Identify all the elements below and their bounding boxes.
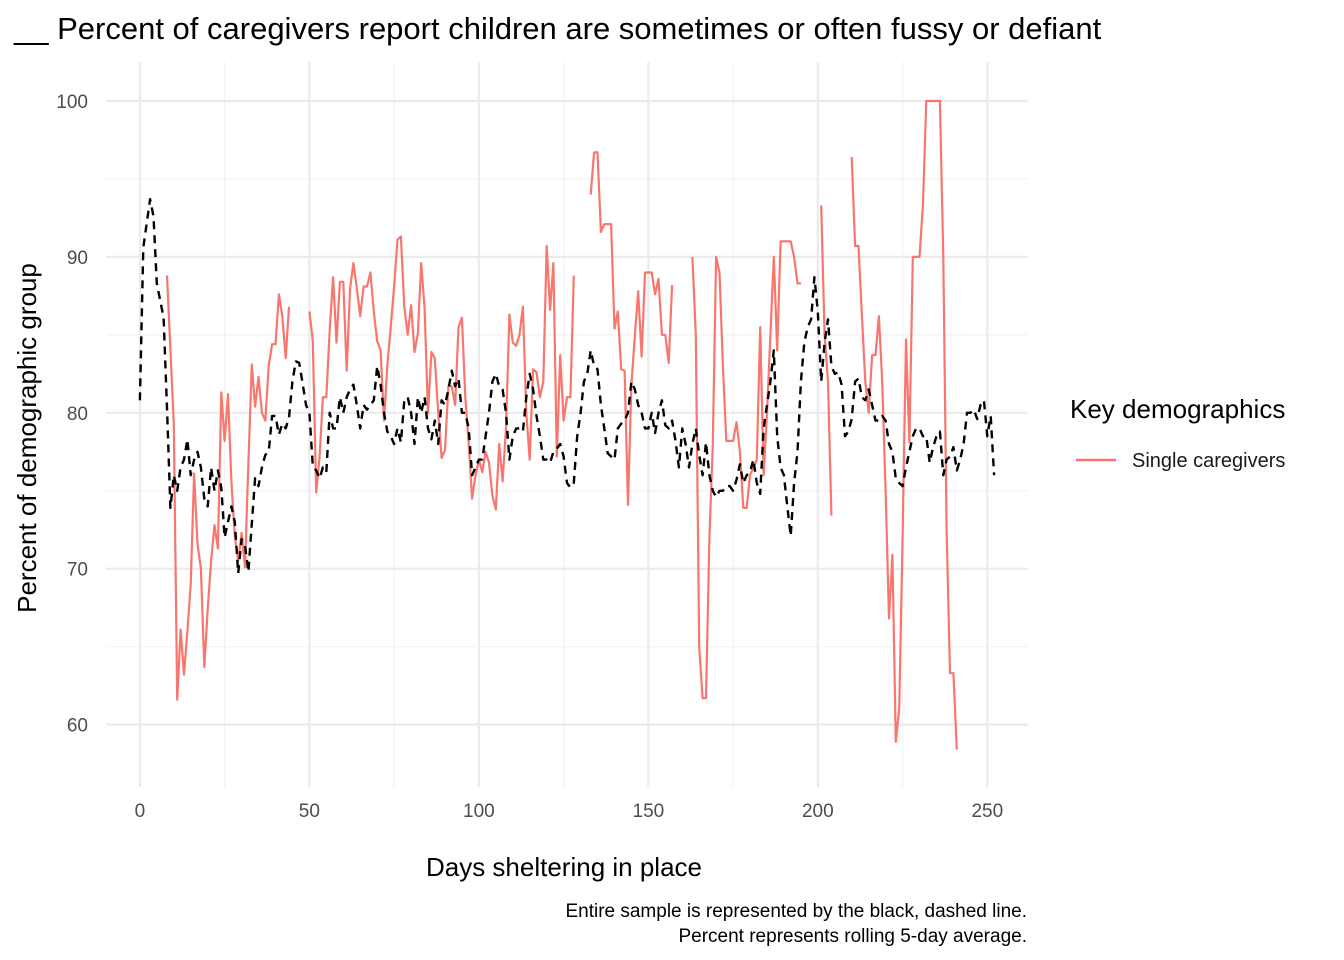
series-entire-sample bbox=[138, 198, 996, 575]
legend-label-single-caregivers: Single caregivers bbox=[1132, 450, 1285, 472]
series-line-segment bbox=[138, 198, 996, 575]
y-axis-title: Percent of demographic group bbox=[12, 263, 42, 613]
y-axis: 60 70 80 90 100 bbox=[56, 92, 88, 737]
series-line-segment bbox=[308, 235, 575, 511]
x-tick-label: 0 bbox=[135, 801, 146, 822]
y-tick-label: 90 bbox=[67, 248, 88, 269]
caption-line-1: Entire sample is represented by the blac… bbox=[565, 901, 1027, 922]
legend-title: Key demographics bbox=[1070, 394, 1285, 424]
x-tick-label: 200 bbox=[802, 801, 834, 822]
y-tick-label: 70 bbox=[67, 560, 88, 581]
caption: Entire sample is represented by the blac… bbox=[565, 901, 1027, 947]
plot-series bbox=[138, 99, 996, 750]
x-tick-label: 250 bbox=[971, 801, 1003, 822]
chart-title: __ Percent of caregivers report children… bbox=[13, 11, 1102, 46]
series-line-segment bbox=[589, 151, 674, 506]
y-tick-label: 60 bbox=[67, 716, 88, 737]
y-tick-label: 80 bbox=[67, 404, 88, 425]
x-axis: 0 50 100 150 200 250 bbox=[135, 801, 1004, 822]
x-tick-label: 100 bbox=[463, 801, 495, 822]
x-axis-title: Days sheltering in place bbox=[426, 852, 702, 882]
caption-line-2: Percent represents rolling 5-day average… bbox=[678, 926, 1027, 947]
legend: Key demographics Single caregivers bbox=[1070, 394, 1285, 472]
series-single-caregivers bbox=[165, 99, 958, 750]
series-line-segment bbox=[850, 99, 958, 750]
y-tick-label: 100 bbox=[56, 92, 88, 113]
series-line-segment bbox=[165, 275, 291, 701]
series-line-segment bbox=[820, 205, 833, 516]
series-line-segment bbox=[691, 240, 801, 700]
gridlines bbox=[106, 62, 1028, 787]
x-tick-label: 50 bbox=[299, 801, 320, 822]
x-tick-label: 150 bbox=[633, 801, 665, 822]
